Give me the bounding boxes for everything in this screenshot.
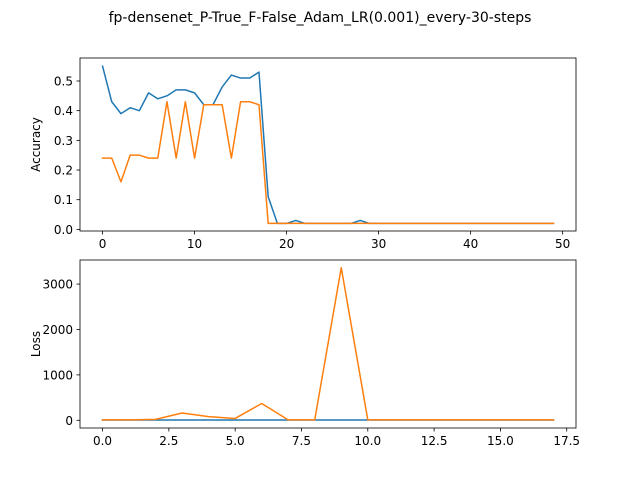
accuracy-axes: 0 10 20 30 40 50 0.0 0.1 0.2 0.3 0.4 0.5 Accuracy: [29, 57, 577, 251]
accuracy-x-tick-label: 20: [279, 237, 294, 251]
loss-axes-frame: [79, 259, 577, 429]
accuracy-x-tick-label: 10: [187, 237, 202, 251]
accuracy-y-tick-label: 0.3: [54, 134, 73, 148]
accuracy-y-tick-label: 0.0: [54, 223, 73, 237]
loss-y-axis-label: Loss: [29, 331, 43, 357]
loss-x-tick-label: 5.0: [226, 434, 245, 448]
accuracy-y-axis-label: Accuracy: [29, 117, 43, 172]
loss-series-line-1: [101, 266, 555, 421]
accuracy-x-ticks: 0 10 20 30 40 50: [99, 231, 570, 251]
accuracy-x-tick-label: 50: [555, 237, 570, 251]
loss-x-tick-label: 15.0: [487, 434, 514, 448]
loss-y-ticks: 0 1000 2000 3000: [42, 278, 80, 428]
figure-title: fp-densenet_P-True_F-False_Adam_LR(0.001…: [109, 10, 532, 26]
accuracy-x-tick-label: 0: [99, 237, 107, 251]
accuracy-x-tick-label: 40: [463, 237, 478, 251]
accuracy-axes-frame: [79, 57, 577, 232]
accuracy-series-line-1: [101, 101, 555, 225]
loss-x-tick-label: 17.5: [553, 434, 580, 448]
accuracy-lines: [101, 65, 555, 225]
loss-axes: 0.0 2.5 5.0 7.5 10.0 12.5 15.0 17.5 0 1000 2000 30…: [29, 259, 580, 448]
loss-x-tick-label: 7.5: [292, 434, 311, 448]
accuracy-x-tick-label: 30: [371, 237, 386, 251]
loss-y-tick-label: 3000: [42, 278, 73, 292]
loss-x-tick-label: 2.5: [159, 434, 178, 448]
loss-y-tick-label: 1000: [42, 368, 73, 382]
accuracy-y-ticks: 0.0 0.1 0.2 0.3 0.4 0.5: [54, 74, 80, 237]
loss-x-tick-label: 10.0: [354, 434, 381, 448]
accuracy-y-tick-label: 0.1: [54, 193, 73, 207]
accuracy-y-tick-label: 0.4: [54, 104, 73, 118]
loss-y-tick-label: 2000: [42, 323, 73, 337]
loss-x-tick-label: 0.0: [93, 434, 112, 448]
loss-lines: [101, 266, 555, 421]
loss-x-ticks: 0.0 2.5 5.0 7.5 10.0 12.5 15.0 17.5: [93, 428, 580, 448]
loss-y-tick-label: 0: [65, 414, 73, 428]
loss-x-tick-label: 12.5: [421, 434, 448, 448]
accuracy-y-tick-label: 0.5: [54, 74, 73, 88]
accuracy-y-tick-label: 0.2: [54, 164, 73, 178]
